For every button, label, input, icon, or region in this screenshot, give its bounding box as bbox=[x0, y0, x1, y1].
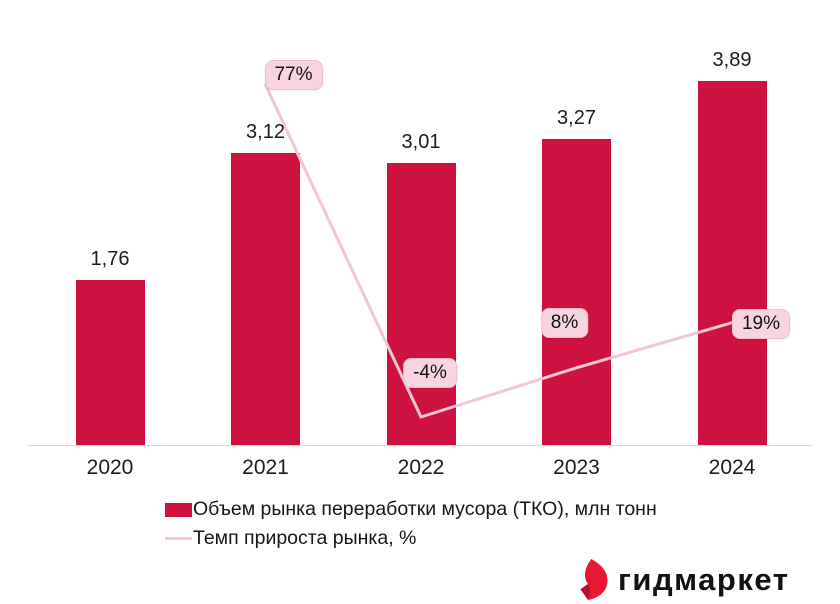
bar-value-label-2022: 3,01 bbox=[401, 131, 441, 153]
bar-value-label-2024: 3,89 bbox=[712, 49, 752, 71]
line-swatch-icon bbox=[165, 537, 192, 540]
logo-text: гидмаркет bbox=[618, 561, 790, 597]
x-axis-label-2024: 2024 bbox=[708, 456, 756, 479]
bar-2021 bbox=[231, 153, 300, 445]
legend-label-volume: Объем рынка переработки мусора (ТКО), мл… bbox=[193, 498, 657, 520]
bar-value-label-2023: 3,27 bbox=[557, 107, 596, 129]
bar-2020 bbox=[75, 280, 145, 445]
growth-label-2023: 8% bbox=[540, 307, 589, 338]
bar-2023 bbox=[542, 139, 611, 445]
x-axis-label-2020: 2020 bbox=[86, 456, 134, 479]
gidmarket-logo: гидмаркет bbox=[578, 559, 789, 600]
x-axis-line bbox=[28, 445, 812, 446]
x-axis-label-2023: 2023 bbox=[553, 456, 600, 479]
legend-label-growth: Темп прироста рынка, % bbox=[193, 527, 417, 549]
growth-label-2021: 77% bbox=[264, 59, 323, 90]
bar-value-label-2021: 3,12 bbox=[246, 121, 285, 143]
flame-icon bbox=[580, 559, 608, 600]
x-axis-label-2022: 2022 bbox=[397, 456, 445, 479]
x-axis-label-2021: 2021 bbox=[242, 456, 289, 479]
growth-label-2022: -4% bbox=[403, 358, 457, 388]
legend-item-growth: Темп прироста рынка, % bbox=[165, 524, 657, 553]
growth-label-2024: 19% bbox=[731, 308, 791, 339]
legend-item-volume: Объем рынка переработки мусора (ТКО), мл… bbox=[165, 495, 657, 524]
bar-2022 bbox=[386, 163, 456, 445]
bar-2024 bbox=[697, 81, 767, 445]
legend: Объем рынка переработки мусора (ТКО), мл… bbox=[165, 495, 657, 553]
bar-swatch-icon bbox=[165, 502, 192, 517]
bar-value-label-2020: 1,76 bbox=[90, 248, 130, 270]
